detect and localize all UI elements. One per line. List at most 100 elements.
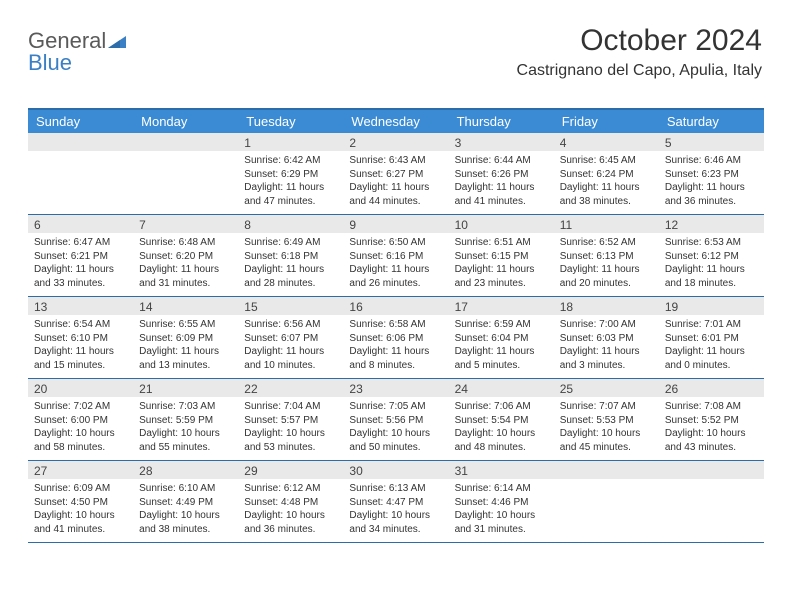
day-body: Sunrise: 7:00 AMSunset: 6:03 PMDaylight:…: [554, 315, 659, 378]
sunrise-text: Sunrise: 6:46 AM: [665, 154, 758, 168]
sunset-text: Sunset: 6:09 PM: [139, 332, 232, 346]
week-row: 27Sunrise: 6:09 AMSunset: 4:50 PMDayligh…: [28, 461, 764, 543]
sunset-text: Sunset: 5:53 PM: [560, 414, 653, 428]
day-number: 16: [343, 297, 448, 315]
day-cell: 30Sunrise: 6:13 AMSunset: 4:47 PMDayligh…: [343, 461, 448, 542]
day-body: Sunrise: 6:51 AMSunset: 6:15 PMDaylight:…: [449, 233, 554, 296]
sunrise-text: Sunrise: 6:54 AM: [34, 318, 127, 332]
sunrise-text: Sunrise: 6:50 AM: [349, 236, 442, 250]
day-body: Sunrise: 6:55 AMSunset: 6:09 PMDaylight:…: [133, 315, 238, 378]
day-number: 2: [343, 133, 448, 151]
sunset-text: Sunset: 6:24 PM: [560, 168, 653, 182]
day-number: 20: [28, 379, 133, 397]
day-body: Sunrise: 7:01 AMSunset: 6:01 PMDaylight:…: [659, 315, 764, 378]
day-cell: [28, 133, 133, 214]
day-body: Sunrise: 7:06 AMSunset: 5:54 PMDaylight:…: [449, 397, 554, 460]
day-cell: 16Sunrise: 6:58 AMSunset: 6:06 PMDayligh…: [343, 297, 448, 378]
day-cell: [554, 461, 659, 542]
day-cell: 4Sunrise: 6:45 AMSunset: 6:24 PMDaylight…: [554, 133, 659, 214]
day-number: 29: [238, 461, 343, 479]
daylight-text: Daylight: 10 hours and 43 minutes.: [665, 427, 758, 454]
day-number: 28: [133, 461, 238, 479]
day-number: 9: [343, 215, 448, 233]
sunrise-text: Sunrise: 7:04 AM: [244, 400, 337, 414]
day-cell: 29Sunrise: 6:12 AMSunset: 4:48 PMDayligh…: [238, 461, 343, 542]
day-header: Tuesday: [238, 110, 343, 133]
day-body: Sunrise: 7:02 AMSunset: 6:00 PMDaylight:…: [28, 397, 133, 460]
day-number: 27: [28, 461, 133, 479]
sunset-text: Sunset: 6:06 PM: [349, 332, 442, 346]
daylight-text: Daylight: 10 hours and 48 minutes.: [455, 427, 548, 454]
day-cell: 27Sunrise: 6:09 AMSunset: 4:50 PMDayligh…: [28, 461, 133, 542]
sunrise-text: Sunrise: 7:05 AM: [349, 400, 442, 414]
day-number: 22: [238, 379, 343, 397]
header: October 2024 Castrignano del Capo, Apuli…: [517, 24, 762, 80]
brand-logo: General Blue: [28, 28, 127, 54]
sunset-text: Sunset: 6:29 PM: [244, 168, 337, 182]
sunset-text: Sunset: 6:23 PM: [665, 168, 758, 182]
day-number: [28, 133, 133, 151]
day-number: [554, 461, 659, 479]
day-body: Sunrise: 6:58 AMSunset: 6:06 PMDaylight:…: [343, 315, 448, 378]
daylight-text: Daylight: 11 hours and 10 minutes.: [244, 345, 337, 372]
day-body: Sunrise: 6:42 AMSunset: 6:29 PMDaylight:…: [238, 151, 343, 214]
day-body: Sunrise: 6:45 AMSunset: 6:24 PMDaylight:…: [554, 151, 659, 214]
daylight-text: Daylight: 11 hours and 0 minutes.: [665, 345, 758, 372]
day-cell: 2Sunrise: 6:43 AMSunset: 6:27 PMDaylight…: [343, 133, 448, 214]
day-cell: 3Sunrise: 6:44 AMSunset: 6:26 PMDaylight…: [449, 133, 554, 214]
daylight-text: Daylight: 11 hours and 3 minutes.: [560, 345, 653, 372]
day-number: 15: [238, 297, 343, 315]
sunset-text: Sunset: 4:48 PM: [244, 496, 337, 510]
sunset-text: Sunset: 4:46 PM: [455, 496, 548, 510]
sunset-text: Sunset: 6:26 PM: [455, 168, 548, 182]
day-body: Sunrise: 6:10 AMSunset: 4:49 PMDaylight:…: [133, 479, 238, 542]
day-header: Sunday: [28, 110, 133, 133]
sunset-text: Sunset: 6:00 PM: [34, 414, 127, 428]
daylight-text: Daylight: 11 hours and 36 minutes.: [665, 181, 758, 208]
day-number: 25: [554, 379, 659, 397]
day-body: Sunrise: 7:07 AMSunset: 5:53 PMDaylight:…: [554, 397, 659, 460]
daylight-text: Daylight: 11 hours and 31 minutes.: [139, 263, 232, 290]
day-number: 30: [343, 461, 448, 479]
day-body: Sunrise: 6:52 AMSunset: 6:13 PMDaylight:…: [554, 233, 659, 296]
day-number: 31: [449, 461, 554, 479]
day-cell: 1Sunrise: 6:42 AMSunset: 6:29 PMDaylight…: [238, 133, 343, 214]
day-header: Wednesday: [343, 110, 448, 133]
sunrise-text: Sunrise: 6:56 AM: [244, 318, 337, 332]
day-number: 3: [449, 133, 554, 151]
sunrise-text: Sunrise: 6:14 AM: [455, 482, 548, 496]
calendar: Sunday Monday Tuesday Wednesday Thursday…: [28, 108, 764, 543]
day-body: Sunrise: 6:12 AMSunset: 4:48 PMDaylight:…: [238, 479, 343, 542]
day-body: Sunrise: 7:05 AMSunset: 5:56 PMDaylight:…: [343, 397, 448, 460]
day-cell: [659, 461, 764, 542]
sunset-text: Sunset: 5:54 PM: [455, 414, 548, 428]
daylight-text: Daylight: 11 hours and 15 minutes.: [34, 345, 127, 372]
sunrise-text: Sunrise: 6:47 AM: [34, 236, 127, 250]
sunset-text: Sunset: 6:16 PM: [349, 250, 442, 264]
daylight-text: Daylight: 11 hours and 44 minutes.: [349, 181, 442, 208]
sunset-text: Sunset: 5:57 PM: [244, 414, 337, 428]
day-number: 14: [133, 297, 238, 315]
day-body: Sunrise: 6:56 AMSunset: 6:07 PMDaylight:…: [238, 315, 343, 378]
day-cell: 13Sunrise: 6:54 AMSunset: 6:10 PMDayligh…: [28, 297, 133, 378]
sunset-text: Sunset: 4:49 PM: [139, 496, 232, 510]
day-number: 12: [659, 215, 764, 233]
day-header: Thursday: [449, 110, 554, 133]
day-header-row: Sunday Monday Tuesday Wednesday Thursday…: [28, 110, 764, 133]
day-body: Sunrise: 6:47 AMSunset: 6:21 PMDaylight:…: [28, 233, 133, 296]
day-cell: 23Sunrise: 7:05 AMSunset: 5:56 PMDayligh…: [343, 379, 448, 460]
day-number: 5: [659, 133, 764, 151]
day-cell: 12Sunrise: 6:53 AMSunset: 6:12 PMDayligh…: [659, 215, 764, 296]
sunrise-text: Sunrise: 6:42 AM: [244, 154, 337, 168]
day-cell: [133, 133, 238, 214]
daylight-text: Daylight: 11 hours and 47 minutes.: [244, 181, 337, 208]
day-cell: 20Sunrise: 7:02 AMSunset: 6:00 PMDayligh…: [28, 379, 133, 460]
day-cell: 6Sunrise: 6:47 AMSunset: 6:21 PMDaylight…: [28, 215, 133, 296]
daylight-text: Daylight: 10 hours and 58 minutes.: [34, 427, 127, 454]
day-cell: 25Sunrise: 7:07 AMSunset: 5:53 PMDayligh…: [554, 379, 659, 460]
day-cell: 15Sunrise: 6:56 AMSunset: 6:07 PMDayligh…: [238, 297, 343, 378]
daylight-text: Daylight: 11 hours and 33 minutes.: [34, 263, 127, 290]
day-body: Sunrise: 7:03 AMSunset: 5:59 PMDaylight:…: [133, 397, 238, 460]
daylight-text: Daylight: 10 hours and 55 minutes.: [139, 427, 232, 454]
day-cell: 7Sunrise: 6:48 AMSunset: 6:20 PMDaylight…: [133, 215, 238, 296]
